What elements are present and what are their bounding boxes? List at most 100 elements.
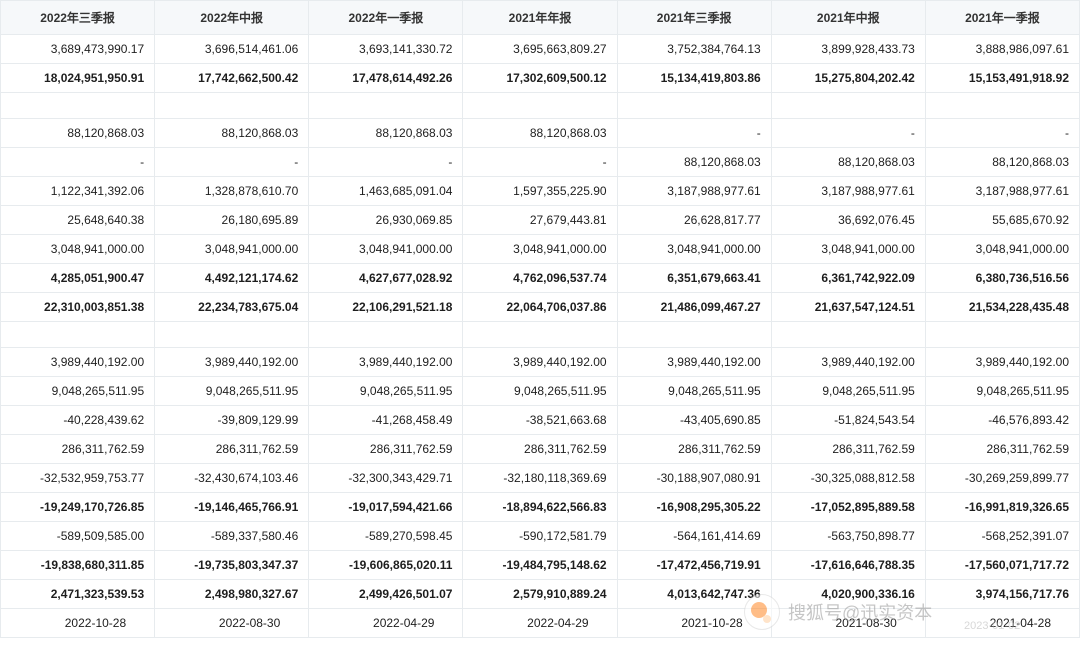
cell: -19,249,170,726.85	[1, 493, 155, 522]
cell: 9,048,265,511.95	[155, 377, 309, 406]
table-row: 286,311,762.59286,311,762.59286,311,762.…	[1, 435, 1080, 464]
cell: -	[771, 119, 925, 148]
cell: 88,120,868.03	[617, 148, 771, 177]
cell	[925, 322, 1079, 348]
financial-table: 2022年三季报2022年中报2022年一季报2021年年报2021年三季报20…	[0, 0, 1080, 638]
cell: 88,120,868.03	[1, 119, 155, 148]
cell: -	[617, 119, 771, 148]
cell: -19,735,803,347.37	[155, 551, 309, 580]
table-row: -32,532,959,753.77-32,430,674,103.46-32,…	[1, 464, 1080, 493]
cell: -19,606,865,020.11	[309, 551, 463, 580]
table-row	[1, 322, 1080, 348]
cell: -30,325,088,812.58	[771, 464, 925, 493]
column-header: 2022年一季报	[309, 1, 463, 35]
cell: 2022-04-29	[463, 609, 617, 638]
cell: -	[309, 148, 463, 177]
cell: 9,048,265,511.95	[771, 377, 925, 406]
cell	[1, 93, 155, 119]
cell: 21,486,099,467.27	[617, 293, 771, 322]
cell: 286,311,762.59	[155, 435, 309, 464]
cell	[463, 322, 617, 348]
cell: 15,134,419,803.86	[617, 64, 771, 93]
cell: 22,106,291,521.18	[309, 293, 463, 322]
cell: 1,597,355,225.90	[463, 177, 617, 206]
column-header: 2021年一季报	[925, 1, 1079, 35]
cell	[309, 322, 463, 348]
cell: 1,122,341,392.06	[1, 177, 155, 206]
cell: -17,052,895,889.58	[771, 493, 925, 522]
cell: 9,048,265,511.95	[463, 377, 617, 406]
cell: 2,499,426,501.07	[309, 580, 463, 609]
cell: 22,234,783,675.04	[155, 293, 309, 322]
column-header: 2021年年报	[463, 1, 617, 35]
cell	[463, 93, 617, 119]
cell: 88,120,868.03	[463, 119, 617, 148]
cell: 26,180,695.89	[155, 206, 309, 235]
cell: 3,048,941,000.00	[925, 235, 1079, 264]
cell: 3,048,941,000.00	[155, 235, 309, 264]
cell: 286,311,762.59	[771, 435, 925, 464]
column-header: 2021年中报	[771, 1, 925, 35]
cell: 25,648,640.38	[1, 206, 155, 235]
table-row: 3,689,473,990.173,696,514,461.063,693,14…	[1, 35, 1080, 64]
cell: 17,478,614,492.26	[309, 64, 463, 93]
table-head: 2022年三季报2022年中报2022年一季报2021年年报2021年三季报20…	[1, 1, 1080, 35]
cell: 27,679,443.81	[463, 206, 617, 235]
cell: 21,637,547,124.51	[771, 293, 925, 322]
cell: 9,048,265,511.95	[925, 377, 1079, 406]
header-row: 2022年三季报2022年中报2022年一季报2021年年报2021年三季报20…	[1, 1, 1080, 35]
column-header: 2021年三季报	[617, 1, 771, 35]
table-body: 3,689,473,990.173,696,514,461.063,693,14…	[1, 35, 1080, 638]
cell: 2021-10-28	[617, 609, 771, 638]
cell: 3,693,141,330.72	[309, 35, 463, 64]
cell: 1,328,878,610.70	[155, 177, 309, 206]
cell: 88,120,868.03	[309, 119, 463, 148]
cell: 3,187,988,977.61	[771, 177, 925, 206]
cell: 3,989,440,192.00	[925, 348, 1079, 377]
cell: -43,405,690.85	[617, 406, 771, 435]
cell: 22,064,706,037.86	[463, 293, 617, 322]
cell: 3,187,988,977.61	[925, 177, 1079, 206]
table-row: 22,310,003,851.3822,234,783,675.0422,106…	[1, 293, 1080, 322]
table-row: 18,024,951,950.9117,742,662,500.4217,478…	[1, 64, 1080, 93]
cell: -589,337,580.46	[155, 522, 309, 551]
cell: -32,180,118,369.69	[463, 464, 617, 493]
table-row: -589,509,585.00-589,337,580.46-589,270,5…	[1, 522, 1080, 551]
cell: 6,351,679,663.41	[617, 264, 771, 293]
cell: 286,311,762.59	[1, 435, 155, 464]
cell: 15,275,804,202.42	[771, 64, 925, 93]
cell: 3,048,941,000.00	[463, 235, 617, 264]
cell: -16,908,295,305.22	[617, 493, 771, 522]
cell	[155, 93, 309, 119]
cell: 26,628,817.77	[617, 206, 771, 235]
cell	[771, 93, 925, 119]
cell: 4,627,677,028.92	[309, 264, 463, 293]
cell: -	[1, 148, 155, 177]
cell: 6,361,742,922.09	[771, 264, 925, 293]
table-row: 1,122,341,392.061,328,878,610.701,463,68…	[1, 177, 1080, 206]
cell: 2022-04-29	[309, 609, 463, 638]
cell: -46,576,893.42	[925, 406, 1079, 435]
cell: 286,311,762.59	[463, 435, 617, 464]
table-row: 3,989,440,192.003,989,440,192.003,989,44…	[1, 348, 1080, 377]
cell	[617, 322, 771, 348]
cell: 55,685,670.92	[925, 206, 1079, 235]
cell: 18,024,951,950.91	[1, 64, 155, 93]
table-row	[1, 93, 1080, 119]
cell: 4,020,900,336.16	[771, 580, 925, 609]
cell: 3,989,440,192.00	[617, 348, 771, 377]
cell: 2,471,323,539.53	[1, 580, 155, 609]
cell: 88,120,868.03	[771, 148, 925, 177]
cell: -32,532,959,753.77	[1, 464, 155, 493]
cell: 4,762,096,537.74	[463, 264, 617, 293]
cell: -19,017,594,421.66	[309, 493, 463, 522]
cell	[771, 322, 925, 348]
cell: -17,472,456,719.91	[617, 551, 771, 580]
cell	[617, 93, 771, 119]
cell: 3,989,440,192.00	[463, 348, 617, 377]
cell	[155, 322, 309, 348]
cell: 2022-08-30	[155, 609, 309, 638]
cell: -38,521,663.68	[463, 406, 617, 435]
cell: -41,268,458.49	[309, 406, 463, 435]
cell: 2021-04-28	[925, 609, 1079, 638]
